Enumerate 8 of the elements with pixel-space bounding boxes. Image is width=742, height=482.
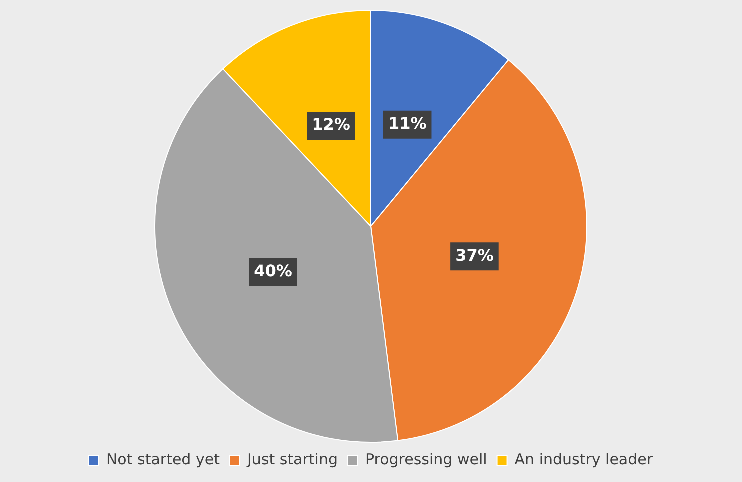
legend-label: An industry leader [514,450,654,468]
legend-label: Progressing well [365,450,488,468]
legend-label: Just starting [246,450,338,468]
data-label: 40% [254,262,292,281]
data-label: 11% [388,114,427,134]
data-label: 12% [312,115,350,134]
data-label: 37% [456,246,494,265]
legend-label: Not started yet [106,450,220,468]
